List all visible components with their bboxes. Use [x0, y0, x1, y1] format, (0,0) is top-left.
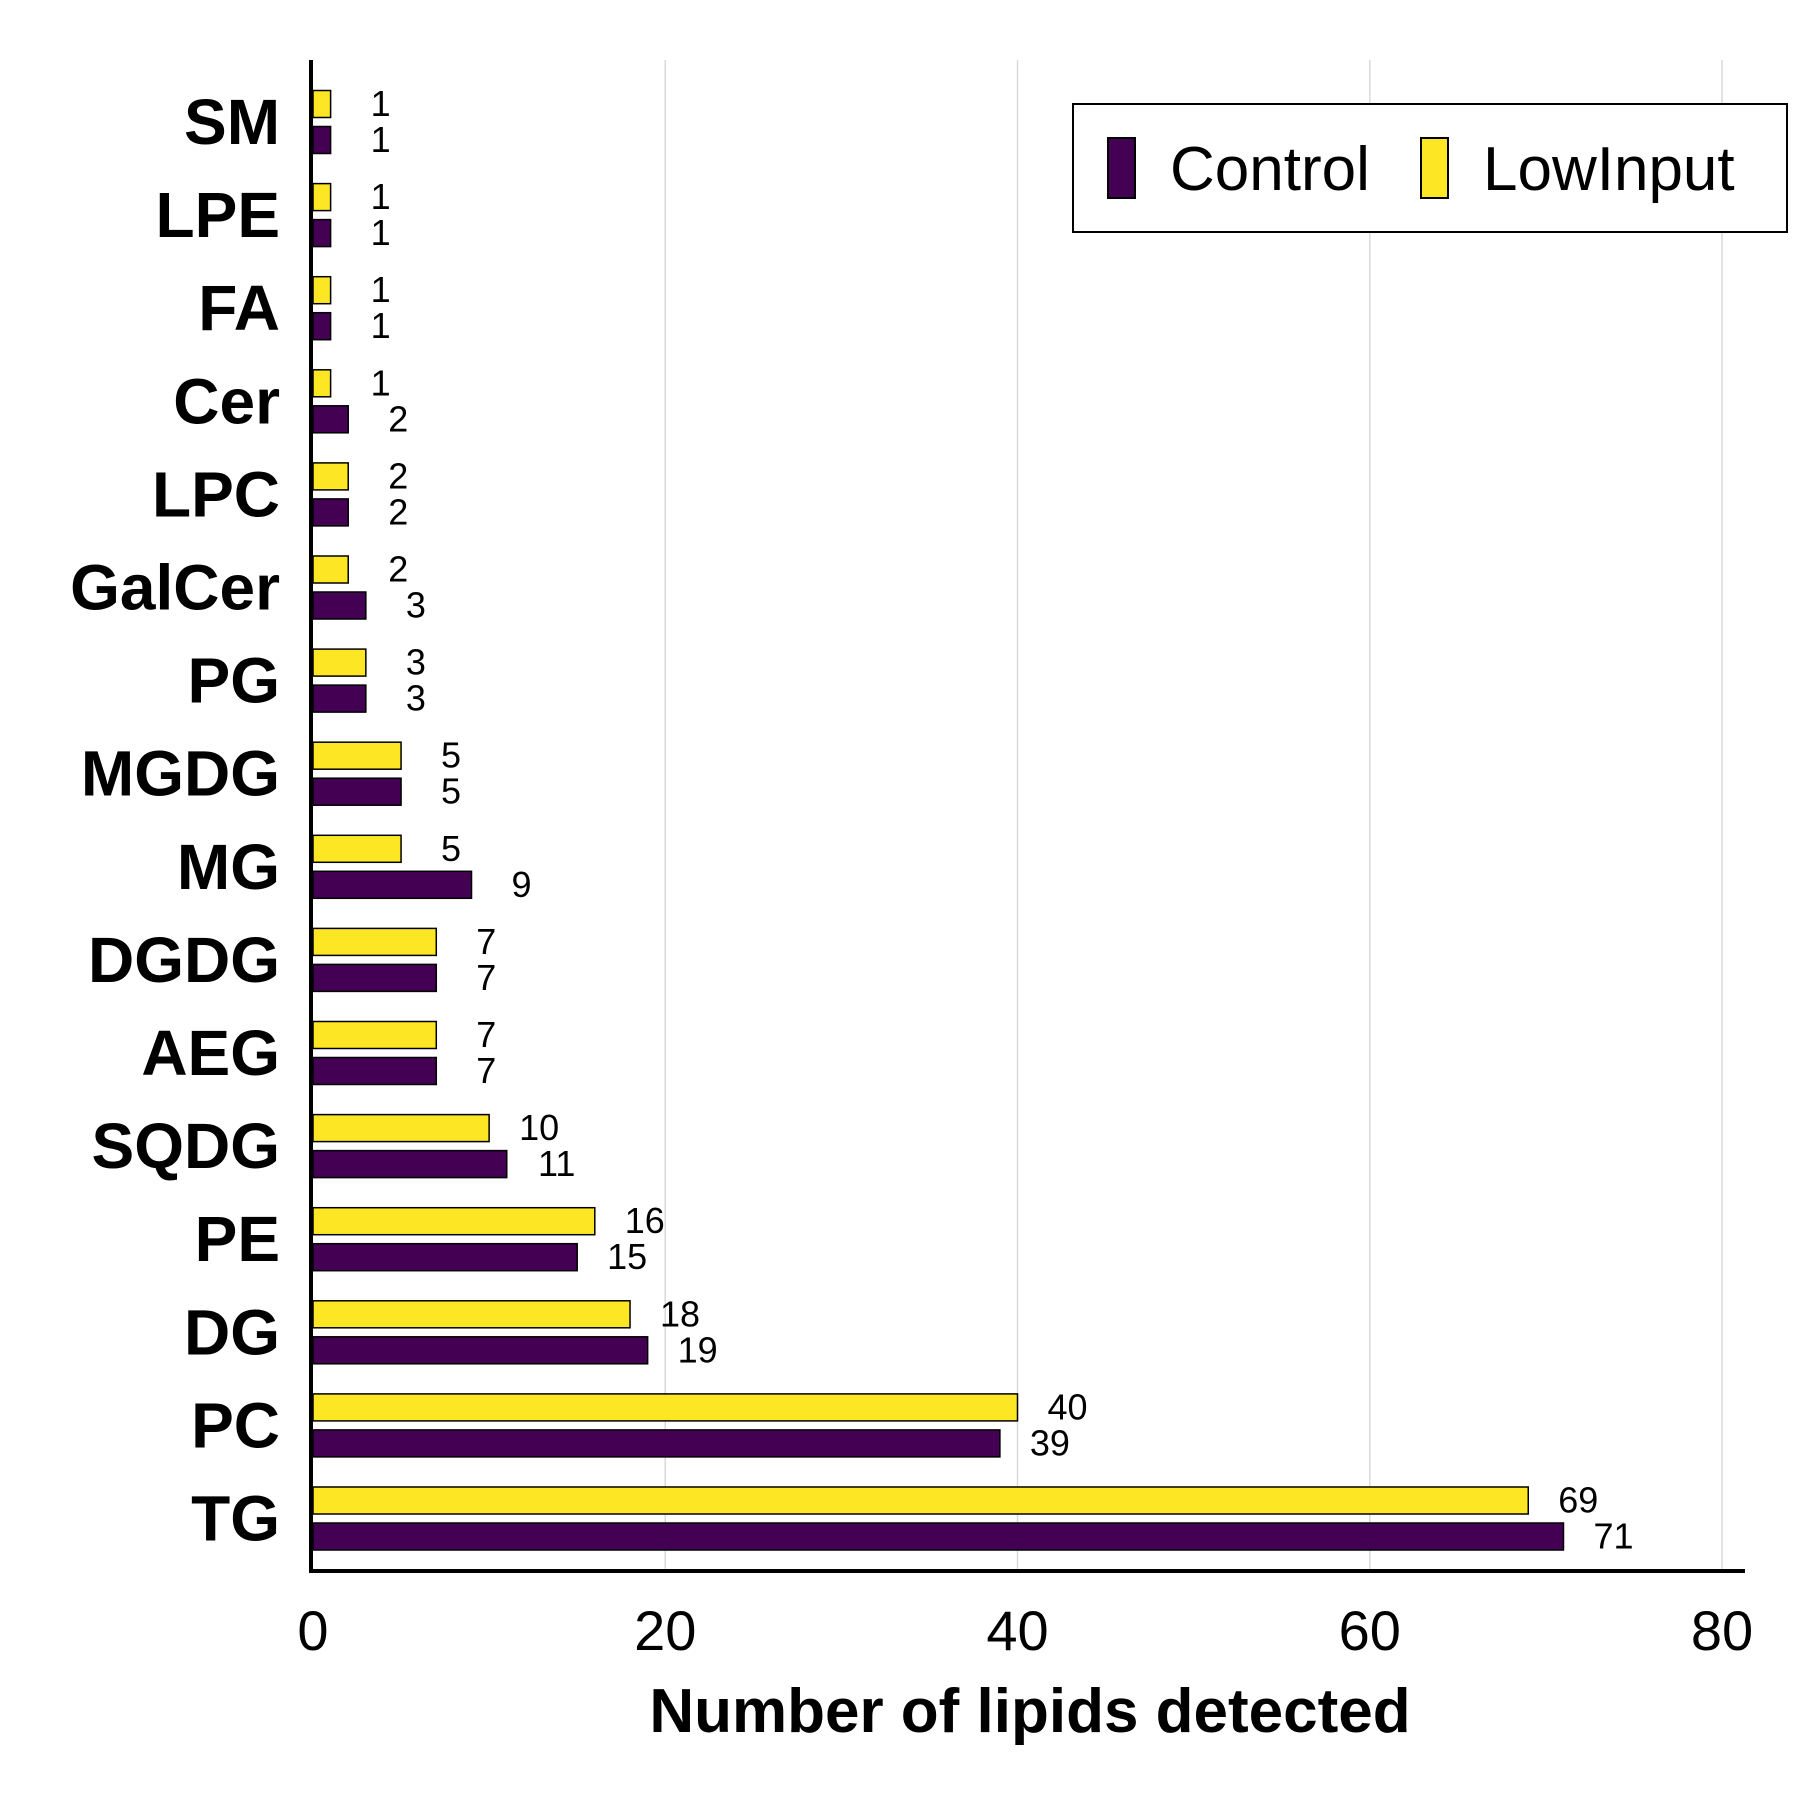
value-label-lowinput-mg: 5 — [441, 828, 461, 869]
category-label-mg: MG — [177, 831, 280, 903]
value-label-control-galcer: 3 — [406, 585, 426, 626]
bars — [312, 89, 1565, 1551]
category-labels: SM LPE FA Cer LPC GalCer PG MGDG MG DGDG AEG SQDG PE… — [70, 86, 280, 1555]
legend-label-control: Control — [1170, 135, 1370, 204]
value-label-lowinput-tg: 69 — [1558, 1480, 1598, 1521]
value-label-control-dgdg: 7 — [476, 957, 496, 998]
value-label-control-aeg: 7 — [476, 1050, 496, 1091]
value-label-lowinput-galcer: 2 — [388, 549, 408, 590]
bar-control-sm — [312, 125, 332, 155]
bar-control-pg — [312, 684, 367, 713]
value-label-control-pg: 3 — [406, 678, 426, 719]
bar-control-dgdg — [312, 963, 438, 993]
value-label-control-dg: 19 — [678, 1329, 718, 1370]
value-label-lowinput-fa: 1 — [371, 269, 391, 310]
category-label-pc: PC — [191, 1389, 280, 1461]
bar-control-cer — [312, 405, 349, 434]
category-label-lpc: LPC — [152, 458, 280, 530]
bar-lowinput-lpe — [312, 182, 332, 212]
value-label-control-sm: 1 — [371, 119, 391, 160]
category-label-dg: DG — [184, 1296, 280, 1368]
value-labels: 1111111222233355597777101116151819403969… — [371, 83, 1634, 1557]
gridlines — [664, 60, 1723, 1571]
bar-lowinput-pg — [312, 648, 367, 677]
bar-control-mgdg — [312, 777, 402, 806]
bar-control-pe — [312, 1242, 578, 1272]
bar-lowinput-sqdg — [312, 1113, 490, 1143]
x-tick-labels: 0 20 40 60 80 — [297, 1599, 1753, 1662]
bar-control-mg — [312, 870, 473, 900]
bar-lowinput-galcer — [312, 555, 349, 584]
legend-label-lowinput: LowInput — [1483, 135, 1735, 204]
x-axis-title: Number of lipids detected — [649, 1677, 1410, 1746]
value-label-lowinput-sm: 1 — [371, 83, 391, 124]
legend-key-lowinput — [1420, 137, 1449, 199]
bar-control-dg — [312, 1336, 649, 1365]
value-label-lowinput-pg: 3 — [406, 642, 426, 683]
value-label-lowinput-mgdg: 5 — [441, 735, 461, 776]
value-label-control-fa: 1 — [371, 305, 391, 346]
category-label-cer: Cer — [173, 365, 280, 437]
axes — [309, 60, 1745, 1573]
legend-box — [1072, 103, 1788, 233]
value-label-control-cer: 2 — [388, 398, 408, 439]
category-label-sqdg: SQDG — [92, 1110, 280, 1182]
bar-lowinput-lpc — [312, 462, 349, 491]
value-label-lowinput-aeg: 7 — [476, 1014, 496, 1055]
bar-lowinput-aeg — [312, 1020, 438, 1050]
bar-control-sqdg — [312, 1149, 508, 1179]
x-tick-label-40: 40 — [986, 1599, 1048, 1662]
category-label-tg: TG — [191, 1483, 280, 1555]
bar-lowinput-fa — [312, 275, 332, 305]
bar-control-aeg — [312, 1056, 438, 1086]
category-label-pg: PG — [188, 645, 280, 717]
bar-lowinput-dgdg — [312, 927, 438, 957]
value-label-lowinput-pc: 40 — [1047, 1386, 1087, 1427]
value-label-control-pe: 15 — [607, 1236, 647, 1277]
value-label-control-tg: 71 — [1593, 1516, 1633, 1557]
x-tick-label-60: 60 — [1339, 1599, 1401, 1662]
value-label-lowinput-pe: 16 — [625, 1200, 665, 1241]
bar-control-fa — [312, 311, 332, 341]
x-tick-label-20: 20 — [634, 1599, 696, 1662]
category-label-sm: SM — [184, 86, 280, 158]
category-label-lpe: LPE — [156, 179, 280, 251]
value-label-control-sqdg: 11 — [538, 1143, 575, 1184]
bar-control-pc — [312, 1429, 1001, 1458]
bar-control-tg — [312, 1522, 1565, 1551]
value-label-lowinput-dg: 18 — [660, 1293, 700, 1334]
bar-lowinput-mgdg — [312, 741, 402, 770]
value-label-control-mgdg: 5 — [441, 771, 461, 812]
bar-lowinput-pe — [312, 1206, 596, 1236]
bar-control-galcer — [312, 591, 367, 620]
value-label-lowinput-dgdg: 7 — [476, 921, 496, 962]
bar-control-lpe — [312, 218, 332, 248]
bar-lowinput-cer — [312, 369, 332, 398]
bar-lowinput-mg — [312, 834, 402, 864]
value-label-lowinput-sqdg: 10 — [519, 1107, 559, 1148]
category-label-dgdg: DGDG — [88, 924, 280, 996]
bar-lowinput-sm — [312, 89, 332, 119]
value-label-lowinput-lpc: 2 — [388, 455, 408, 496]
value-label-control-lpe: 1 — [371, 212, 391, 253]
value-label-control-mg: 9 — [511, 864, 531, 905]
value-label-control-pc: 39 — [1030, 1422, 1070, 1463]
x-tick-label-0: 0 — [297, 1599, 328, 1662]
category-label-fa: FA — [198, 272, 280, 344]
value-label-lowinput-cer: 1 — [371, 362, 391, 403]
value-label-lowinput-lpe: 1 — [371, 176, 391, 217]
category-label-aeg: AEG — [141, 1017, 280, 1089]
bar-control-lpc — [312, 498, 349, 527]
category-label-galcer: GalCer — [70, 552, 280, 624]
value-label-control-lpc: 2 — [388, 491, 408, 532]
x-tick-label-80: 80 — [1691, 1599, 1753, 1662]
bar-lowinput-pc — [312, 1393, 1019, 1422]
category-label-pe: PE — [195, 1203, 280, 1275]
bar-lowinput-tg — [312, 1486, 1530, 1515]
legend: Control LowInput — [1072, 103, 1788, 233]
legend-key-control — [1107, 137, 1136, 199]
bar-lowinput-dg — [312, 1300, 631, 1329]
category-label-mgdg: MGDG — [81, 738, 280, 810]
